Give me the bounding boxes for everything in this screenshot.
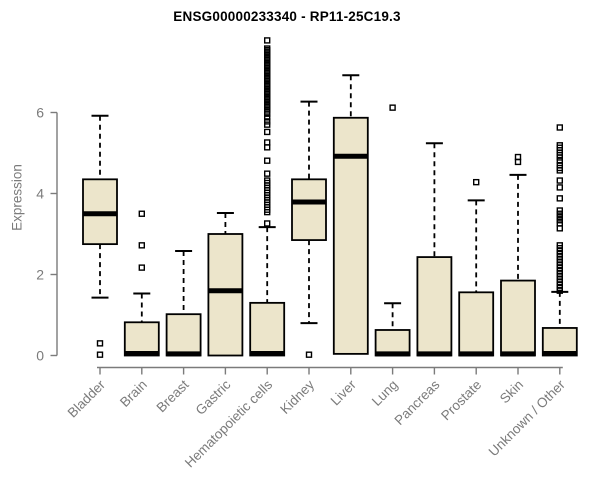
x-tick-label-bladder: Bladder <box>65 377 109 421</box>
outlier-point <box>556 124 563 131</box>
x-tick-label-unknown-other: Unknown / Other <box>486 377 569 460</box>
boxplot-gastric <box>207 211 244 357</box>
outlier-point <box>138 242 146 249</box>
outlier-point <box>264 118 271 125</box>
boxplot-unknown-other <box>541 124 578 357</box>
outlier-point <box>556 184 563 191</box>
outlier-point <box>264 107 271 114</box>
outlier-point <box>264 144 271 151</box>
outlier-point <box>96 340 104 347</box>
boxplot-bladder <box>82 114 118 358</box>
x-tick-label-pancreas: Pancreas <box>392 377 443 428</box>
boxplot-skin <box>500 153 536 357</box>
box-rect <box>165 313 202 357</box>
x-tick-label-kidney: Kidney <box>277 377 317 417</box>
outlier-point <box>389 104 396 111</box>
boxplot-liver <box>332 74 369 355</box>
outlier-point <box>556 210 563 217</box>
outlier-point <box>264 37 271 44</box>
outlier-point <box>556 207 563 214</box>
outlier-point <box>264 121 271 128</box>
outlier-point <box>264 110 271 117</box>
box-rect <box>207 233 244 357</box>
outlier-point <box>264 220 271 227</box>
x-tick-label-prostate: Prostate <box>438 377 484 423</box>
outlier-point <box>264 208 271 216</box>
boxplot-kidney <box>291 100 327 358</box>
outlier-point <box>473 178 480 186</box>
boxplot-brain <box>123 210 160 357</box>
x-tick-label-skin: Skin <box>497 377 526 406</box>
x-tick-label-lung: Lung <box>369 377 401 409</box>
boxplot-breast <box>165 250 202 357</box>
outlier-point <box>138 264 146 271</box>
boxplot-prostate <box>458 178 495 357</box>
boxplot-lung <box>374 104 411 357</box>
outlier-point <box>264 170 271 177</box>
y-tick-label: 2 <box>36 267 44 283</box>
chart-title: ENSG00000233340 - RP11-25C19.3 <box>173 9 401 24</box>
outlier-point <box>305 351 313 358</box>
box-rect <box>123 321 160 357</box>
outlier-point <box>264 157 271 164</box>
boxplot-hematopoietic-cells <box>249 37 286 357</box>
outlier-point <box>264 114 271 121</box>
box-rect <box>458 291 495 357</box>
y-tick-label: 4 <box>36 186 44 202</box>
box-rect <box>500 279 536 357</box>
outlier-point <box>556 217 563 224</box>
y-axis: 0 2 4 6 <box>36 105 58 364</box>
outlier-point <box>96 351 104 358</box>
outlier-point <box>556 167 563 174</box>
outlier-point <box>556 225 563 232</box>
box-rect <box>249 301 286 357</box>
outlier-point <box>556 154 563 161</box>
outlier-point <box>556 177 563 184</box>
y-tick-label: 6 <box>36 105 44 121</box>
box-rect <box>291 178 327 241</box>
outlier-point <box>556 195 563 202</box>
outlier-point <box>264 128 271 136</box>
y-tick-label: 0 <box>36 348 44 364</box>
outlier-point <box>514 158 522 166</box>
outlier-point <box>556 287 563 294</box>
x-tick-label-gastric: Gastric <box>193 377 234 418</box>
x-tick-label-liver: Liver <box>328 377 360 409</box>
x-tick-label-breast: Breast <box>154 377 192 415</box>
box-rect <box>332 116 369 355</box>
boxplot-pancreas <box>416 142 453 357</box>
x-tick-label-brain: Brain <box>117 377 150 410</box>
outlier-point <box>556 213 563 221</box>
box-rect <box>416 256 453 357</box>
outlier-point <box>138 210 146 217</box>
